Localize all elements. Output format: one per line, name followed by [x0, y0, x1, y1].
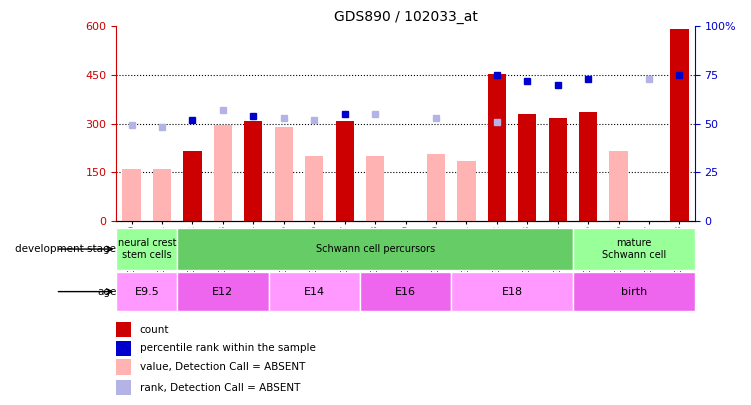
Bar: [116, 341, 131, 356]
Text: percentile rank within the sample: percentile rank within the sample: [140, 343, 315, 354]
Bar: [451, 272, 573, 311]
Text: rank, Detection Call = ABSENT: rank, Detection Call = ABSENT: [140, 382, 300, 392]
Bar: [573, 228, 695, 271]
Bar: [360, 272, 451, 311]
Bar: [244, 121, 263, 221]
Text: development stage: development stage: [16, 244, 116, 254]
Bar: [116, 228, 177, 271]
Bar: [305, 156, 324, 221]
Text: E14: E14: [303, 287, 324, 296]
Bar: [457, 161, 475, 221]
Text: Schwann cell percursors: Schwann cell percursors: [315, 244, 435, 254]
Text: E12: E12: [213, 287, 234, 296]
Text: age: age: [97, 287, 116, 296]
Bar: [183, 151, 201, 221]
Text: mature
Schwann cell: mature Schwann cell: [602, 238, 666, 260]
Bar: [610, 151, 628, 221]
Bar: [153, 169, 171, 221]
Bar: [269, 272, 360, 311]
Bar: [116, 380, 131, 395]
Bar: [427, 154, 445, 221]
Bar: [116, 272, 177, 311]
Bar: [116, 322, 131, 337]
Bar: [336, 121, 354, 221]
Bar: [573, 272, 695, 311]
Bar: [275, 128, 293, 221]
Bar: [366, 156, 385, 221]
Bar: [177, 228, 573, 271]
Text: value, Detection Call = ABSENT: value, Detection Call = ABSENT: [140, 362, 305, 372]
Bar: [214, 125, 232, 221]
Bar: [579, 112, 597, 221]
Bar: [122, 169, 140, 221]
Title: GDS890 / 102033_at: GDS890 / 102033_at: [333, 10, 478, 24]
Bar: [671, 29, 689, 221]
Bar: [487, 74, 506, 221]
Bar: [116, 360, 131, 375]
Text: birth: birth: [620, 287, 647, 296]
Bar: [177, 272, 269, 311]
Text: neural crest
stem cells: neural crest stem cells: [118, 238, 176, 260]
Text: E9.5: E9.5: [134, 287, 159, 296]
Text: count: count: [140, 325, 169, 335]
Text: E16: E16: [395, 287, 416, 296]
Text: E18: E18: [502, 287, 523, 296]
Bar: [548, 118, 567, 221]
Bar: [518, 114, 536, 221]
